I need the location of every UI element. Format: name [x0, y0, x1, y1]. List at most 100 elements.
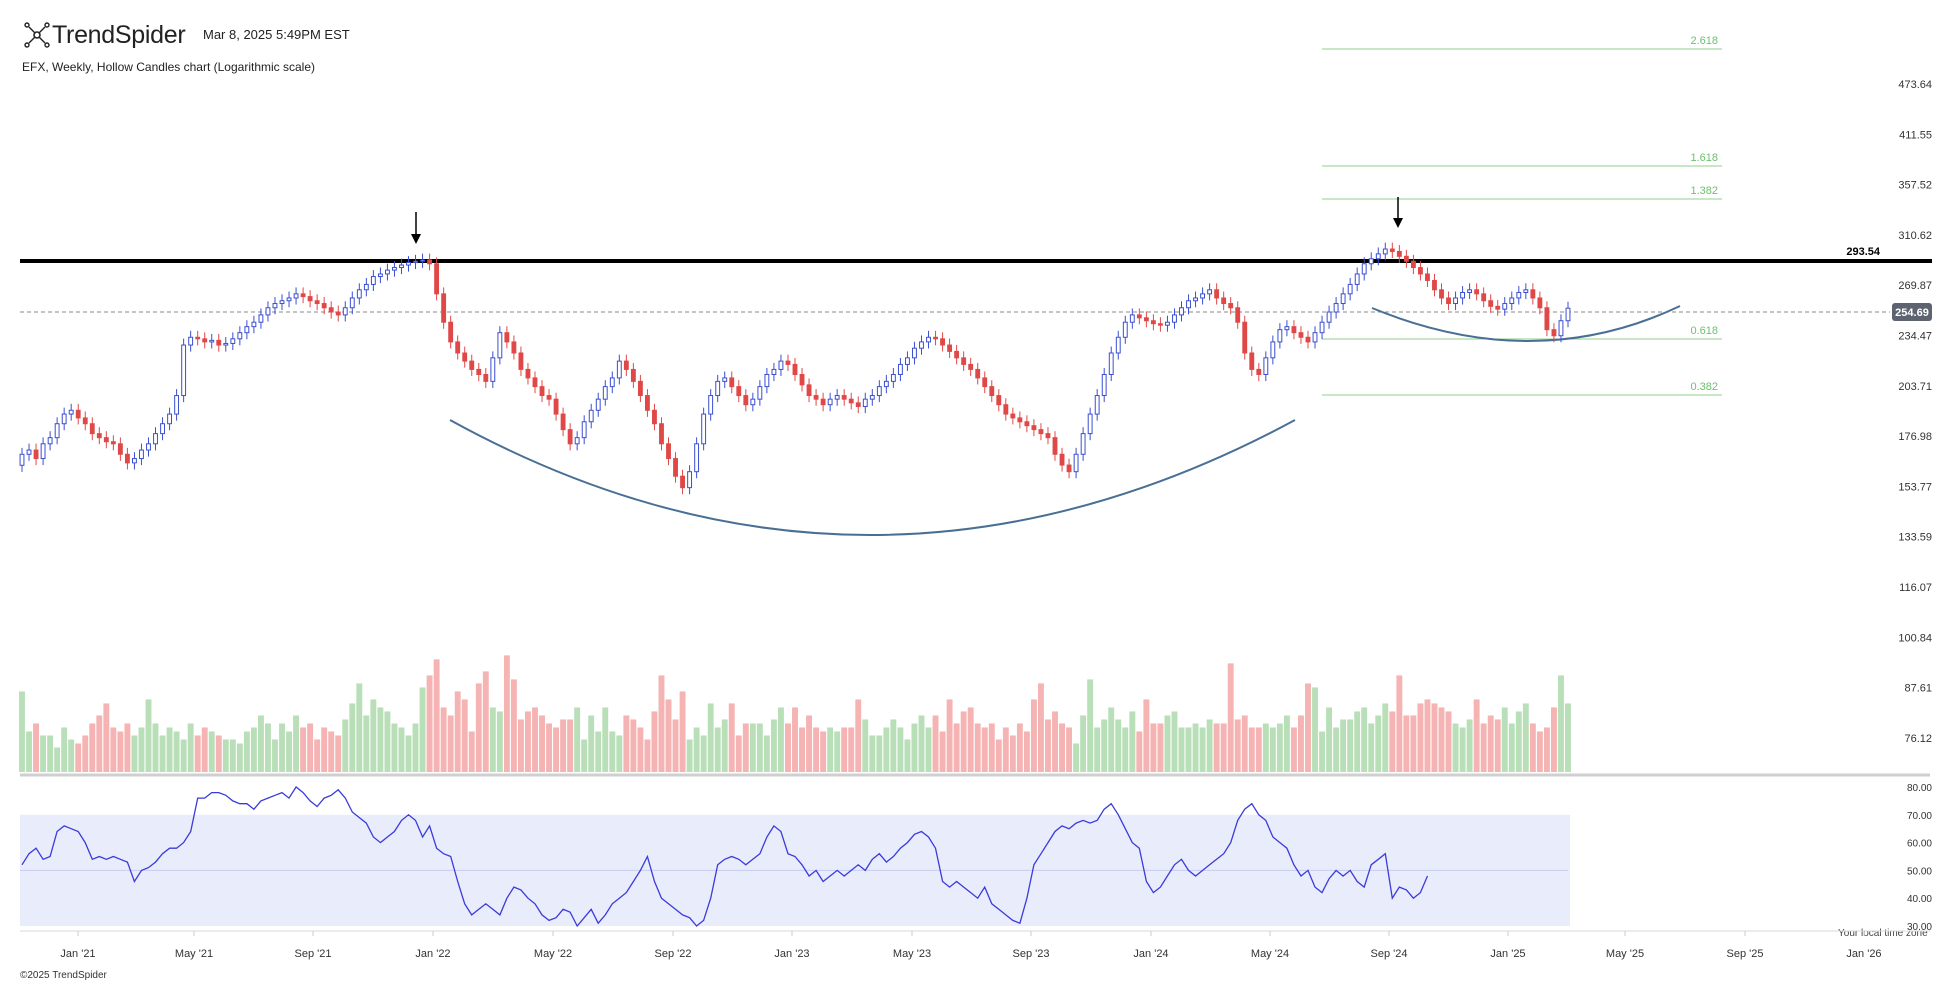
rsi-line — [21, 786, 1429, 928]
arrow-head-icon — [1393, 218, 1403, 228]
candle-body — [1263, 357, 1269, 375]
price-axis-label: 203.71 — [1898, 381, 1932, 393]
volume-bar — [637, 727, 644, 772]
volume-bar — [468, 731, 475, 772]
volume-bar — [1459, 727, 1466, 772]
candle-body — [996, 395, 1002, 406]
price-axis-label: 153.77 — [1898, 481, 1932, 493]
candle-body — [441, 293, 447, 323]
candle-body — [490, 357, 496, 382]
candle-body — [223, 342, 229, 346]
candle-body — [553, 398, 559, 415]
candle-body — [883, 380, 889, 388]
candle-body — [933, 336, 938, 340]
volume-bar — [623, 715, 630, 772]
volume-bar — [314, 739, 321, 772]
volume-bar — [61, 727, 68, 772]
candle-body — [462, 352, 468, 362]
volume-bar — [138, 727, 145, 772]
candle-body — [1010, 413, 1016, 419]
volume-bar — [553, 727, 560, 772]
volume-bar — [89, 723, 96, 772]
volume-bar — [1565, 703, 1571, 772]
candle-body — [637, 380, 643, 397]
candle-body — [1467, 289, 1473, 293]
volume-bar — [1164, 715, 1171, 772]
candle-body — [406, 262, 411, 266]
volume-bar — [756, 723, 763, 772]
volume-bar — [595, 731, 602, 772]
price-axis-label: 87.61 — [1904, 683, 1932, 695]
candle-body — [1551, 329, 1557, 337]
timezone-note: Your local time zone — [1838, 928, 1928, 939]
candle-body — [230, 338, 236, 344]
candle-body — [616, 360, 622, 379]
volume-bar — [40, 735, 47, 772]
volume-bar — [1290, 727, 1297, 772]
candle-body — [26, 449, 32, 455]
candle-body — [251, 321, 257, 328]
candle-body — [919, 341, 924, 349]
price-axis-label: 310.62 — [1898, 230, 1932, 242]
candle-body — [413, 260, 418, 264]
fib-level-label: 2.618 — [1690, 35, 1718, 47]
candle-body — [1439, 289, 1444, 299]
volume-bar — [960, 711, 967, 772]
candle-body — [1242, 321, 1248, 354]
candle-body — [202, 338, 208, 343]
volume-bar — [1558, 675, 1564, 772]
time-axis-label: Sep '23 — [1013, 948, 1050, 960]
volume-bar — [391, 723, 398, 772]
volume-bar — [1298, 715, 1304, 772]
candle-body — [377, 273, 383, 278]
candle-body — [1340, 293, 1346, 305]
volume-bar — [707, 703, 714, 772]
candle-body — [1319, 321, 1325, 334]
volume-bar — [1248, 727, 1255, 772]
volume-bar — [236, 743, 243, 772]
candle-body — [954, 350, 960, 359]
candle-body — [399, 264, 404, 269]
candle-body — [1179, 307, 1184, 316]
price-axis-label: 133.59 — [1898, 532, 1932, 544]
volume-bar — [510, 679, 517, 772]
candle-body — [392, 267, 397, 271]
candle-body — [1087, 413, 1093, 435]
candle-body — [1031, 425, 1037, 431]
volume-bar — [243, 731, 250, 772]
volume-bar — [770, 719, 777, 772]
candle-body — [757, 386, 763, 400]
candle-body — [363, 283, 369, 291]
volume-bar — [377, 707, 384, 772]
volume-bar — [911, 723, 918, 772]
price-axis-label: 76.12 — [1904, 733, 1932, 745]
volume-bar — [328, 731, 335, 772]
candle-body — [1080, 433, 1086, 455]
volume-bar — [229, 739, 236, 772]
volume-bar — [1157, 723, 1164, 772]
candle-body — [1038, 429, 1044, 435]
volume-bar — [145, 699, 152, 772]
volume-bar — [918, 715, 925, 772]
volume-bar — [293, 715, 300, 772]
candle-body — [841, 395, 847, 400]
volume-bar — [1529, 723, 1536, 772]
time-axis-label: May '22 — [534, 948, 572, 960]
volume-bar — [932, 715, 939, 772]
candle-body — [926, 336, 931, 343]
volume-bar — [995, 739, 1002, 772]
cup-arc — [449, 419, 1296, 536]
volume-bar — [26, 731, 32, 772]
candle-body — [1284, 326, 1290, 331]
volume-bar — [96, 715, 103, 772]
candle-body — [722, 377, 728, 382]
volume-bar — [820, 731, 827, 772]
volume-bar — [257, 715, 264, 772]
chart-subtitle: EFX, Weekly, Hollow Candles chart (Logar… — [22, 60, 315, 74]
volume-bar — [75, 743, 82, 772]
candle-body — [1558, 320, 1564, 337]
candle-body — [483, 373, 489, 382]
candle-body — [1066, 464, 1072, 473]
volume-bar — [82, 735, 89, 772]
